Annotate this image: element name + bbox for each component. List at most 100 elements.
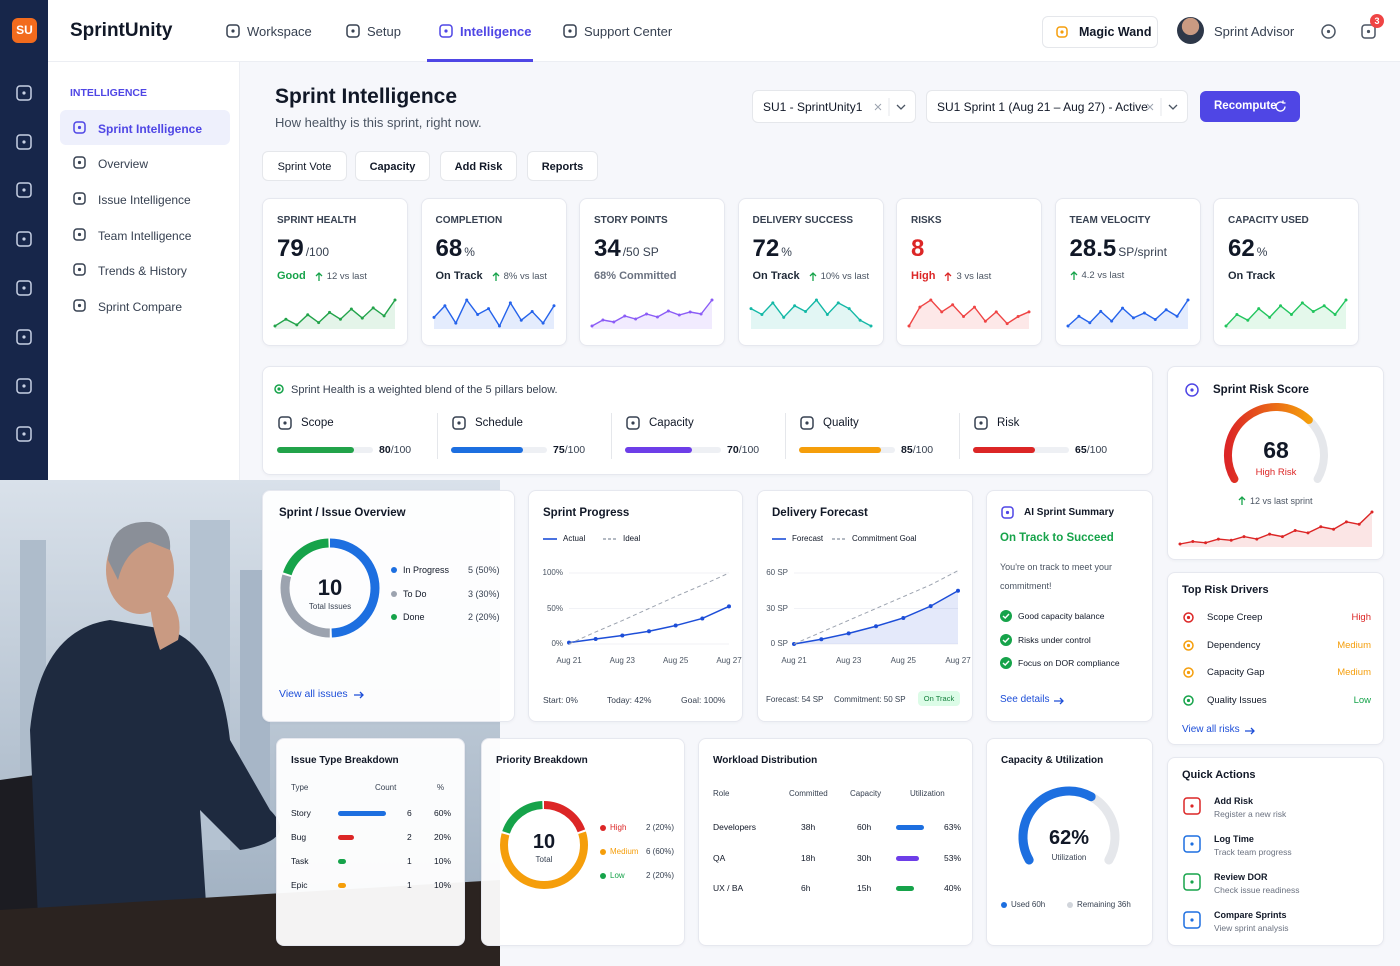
utilization-bar	[896, 825, 924, 830]
sparkline-dot	[1322, 304, 1326, 308]
icon-dot	[1005, 510, 1010, 515]
quick-action-title[interactable]: Review DOR	[1214, 872, 1268, 882]
icon-dot	[1190, 804, 1194, 808]
tab-label: Capacity	[369, 161, 416, 173]
line-chart	[772, 538, 960, 646]
logo[interactable]: SU	[12, 18, 37, 43]
icon-shape	[563, 24, 577, 38]
sparkline-area	[1180, 512, 1372, 547]
quick-action-title[interactable]: Compare Sprints	[1214, 910, 1287, 920]
kpi-status-row: High 3 vs last	[911, 270, 991, 282]
legend-value: 6 (60%)	[646, 847, 675, 856]
tab[interactable]: Sprint Vote	[262, 151, 347, 181]
sparkline-dot	[962, 315, 966, 319]
pillar-bar	[451, 447, 523, 453]
icon-shape	[16, 329, 32, 345]
icon	[439, 24, 453, 38]
series-point	[846, 631, 851, 636]
kpi-value: 62	[1228, 235, 1255, 262]
quick-action-title[interactable]: Log Time	[1214, 834, 1254, 844]
chart-footer: Forecast: 54 SP	[766, 695, 824, 704]
icon-dot	[22, 91, 26, 95]
tab[interactable]: Add Risk	[440, 151, 517, 181]
series-point	[673, 623, 678, 628]
nav-item[interactable]: Workspace	[247, 24, 312, 39]
icon-shape	[452, 416, 466, 430]
kpi-status: 68% Committed	[594, 270, 677, 282]
sparkline-dot	[1332, 527, 1336, 531]
y-tick-label: 0 SP	[770, 639, 788, 648]
kpi-status: Good	[277, 270, 306, 282]
row-count: 2	[407, 832, 412, 842]
recompute-button[interactable]: Recompute	[1200, 91, 1300, 122]
pillar-score-total: /100	[564, 444, 586, 456]
icon-dot	[22, 432, 26, 436]
sparkline-area	[1226, 300, 1346, 329]
select[interactable]: SU1 - SprintUnity1	[752, 90, 916, 123]
sidebar-item[interactable]: Sprint Compare	[98, 300, 183, 314]
sparkline-dot	[918, 305, 922, 309]
sidebar-item[interactable]: Overview	[98, 157, 149, 171]
kpi-value-row: 68%	[436, 235, 475, 263]
card-title: Sprint Progress	[543, 507, 630, 519]
sidebar-item[interactable]: Issue Intelligence	[98, 193, 191, 207]
sparkline-dot	[519, 318, 523, 322]
pillar-score-total: /100	[912, 444, 934, 456]
link[interactable]: See details	[1000, 694, 1050, 705]
select[interactable]: SU1 Sprint 1 (Aug 21 – Aug 27) - Active	[926, 90, 1188, 123]
link[interactable]: View all issues	[279, 688, 348, 700]
sparkline-dot	[530, 310, 534, 314]
sparkline-dot	[360, 316, 364, 320]
icon-shape	[1183, 797, 1201, 815]
magic-wand-button[interactable]: Magic Wand	[1042, 16, 1158, 48]
sparkline-area	[1067, 300, 1188, 329]
link[interactable]: View all risks	[1182, 724, 1240, 735]
sparkline-dot	[1311, 310, 1315, 314]
icon	[1183, 911, 1201, 929]
refresh-icon	[1275, 100, 1286, 112]
sparkline	[590, 298, 714, 329]
page-subtitle: How healthy is this sprint, right now.	[275, 115, 482, 130]
sidebar-item[interactable]: Team Intelligence	[98, 229, 192, 243]
column-header: Committed	[789, 789, 828, 798]
notification-count: 3	[1374, 16, 1380, 26]
icon-shape	[1183, 639, 1194, 651]
notification-badge[interactable]: 3	[1370, 14, 1384, 28]
sidebar-item[interactable]: Trends & History	[98, 264, 187, 278]
icon	[800, 416, 814, 430]
sparkline-dot	[825, 312, 829, 316]
tab[interactable]: Reports	[527, 151, 598, 181]
arrow	[1238, 496, 1246, 505]
photo-suit	[30, 620, 280, 966]
nav-item[interactable]: Intelligence	[460, 24, 532, 39]
series-point	[647, 629, 651, 634]
sparkline-dot	[655, 315, 659, 319]
sparkline-dot	[541, 321, 545, 325]
icon	[1183, 835, 1201, 853]
sparkline-dot	[273, 324, 277, 328]
icon-shape	[16, 85, 32, 101]
icon	[1183, 873, 1201, 891]
quick-action-title[interactable]: Add Risk	[1214, 796, 1254, 806]
sidebar-item[interactable]: Sprint Intelligence	[98, 122, 203, 136]
nav-item[interactable]: Support Center	[584, 24, 673, 39]
kpi-card: RISKS 8 High 3 vs last	[896, 198, 1042, 346]
ai-point: Focus on DOR compliance	[1018, 658, 1120, 668]
icon-shape	[16, 231, 32, 247]
kpi-status-row: On Track	[1228, 270, 1275, 282]
card-title: Capacity & Utilization	[1001, 755, 1104, 766]
kpi-unit: %	[1256, 245, 1268, 259]
kpi-value: 28.5	[1069, 235, 1117, 262]
sparkline-dot	[749, 307, 752, 311]
nav-item[interactable]: Setup	[367, 24, 401, 39]
icon	[974, 416, 988, 430]
icon-shape	[626, 416, 640, 430]
kpi-status-row: On Track 8% vs last	[436, 270, 547, 282]
tab[interactable]: Capacity	[355, 151, 430, 181]
icon-shape	[73, 299, 86, 312]
icon-shape	[274, 384, 284, 394]
row-label: Epic	[291, 880, 308, 890]
status-badge: On Track	[918, 691, 960, 706]
pillar-score-value: 70	[727, 444, 739, 456]
